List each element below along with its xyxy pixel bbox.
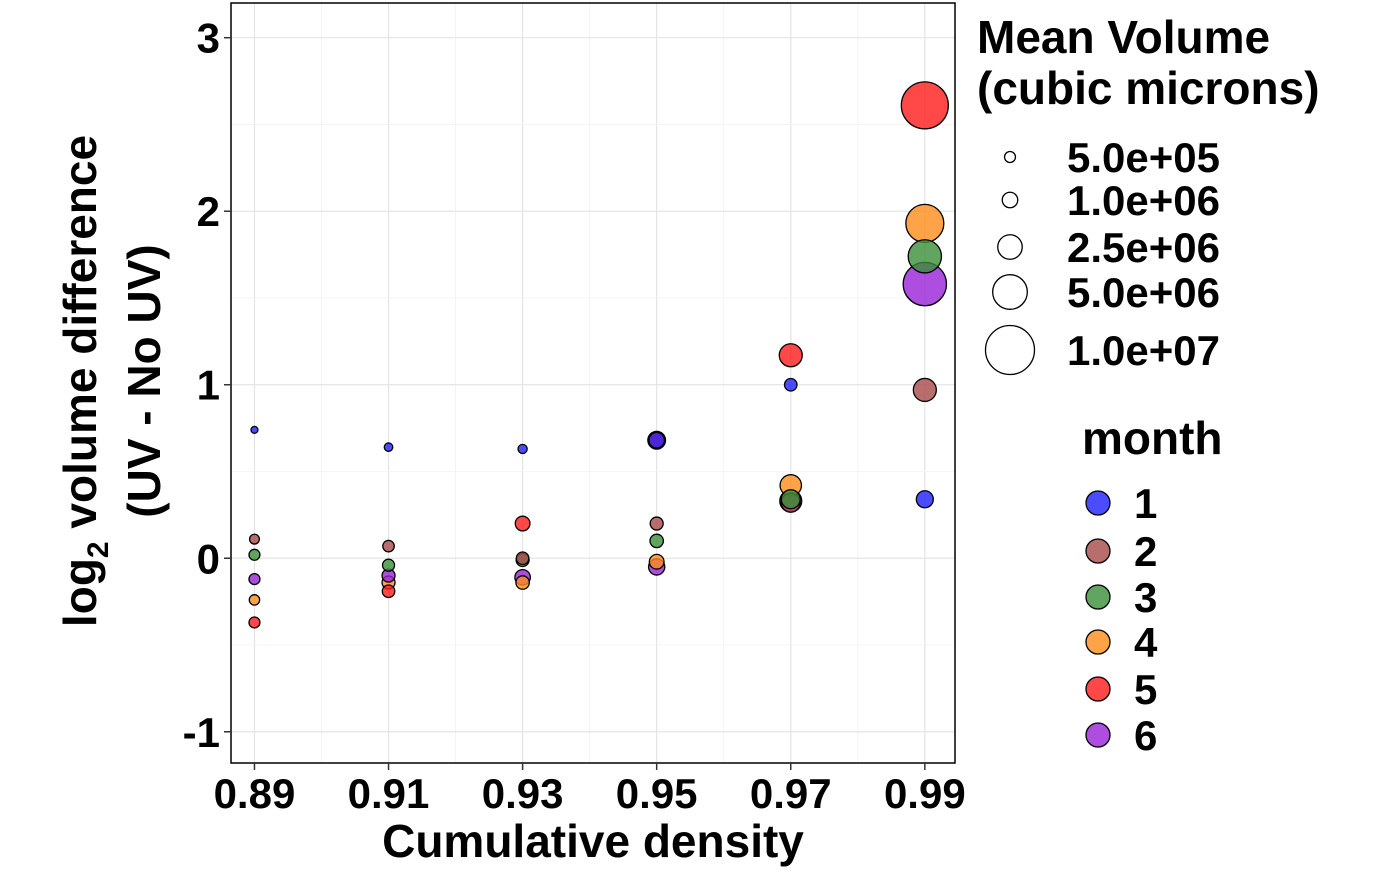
size-legend-title-line2: (cubic microns) bbox=[977, 62, 1320, 114]
color-legend-label: 5 bbox=[1134, 666, 1157, 713]
data-point-month-4 bbox=[648, 553, 665, 570]
data-point-month-5 bbox=[381, 584, 396, 599]
x-tick-label: 0.95 bbox=[616, 770, 698, 817]
data-point-month-2 bbox=[515, 551, 530, 566]
y-tick-label: 2 bbox=[197, 188, 220, 235]
data-point-month-2 bbox=[649, 516, 664, 531]
y-tick-label: 3 bbox=[197, 15, 220, 62]
data-point-month-1 bbox=[517, 443, 528, 455]
data-point-month-3 bbox=[649, 533, 665, 549]
color-legend-key bbox=[1085, 538, 1111, 564]
grid-lines bbox=[231, 3, 955, 763]
data-point-month-3 bbox=[780, 489, 801, 510]
x-tick-label: 0.97 bbox=[750, 770, 832, 817]
data-point-month-6 bbox=[248, 572, 261, 586]
plot-panel-border bbox=[230, 2, 956, 764]
data-point-month-4 bbox=[248, 594, 261, 606]
data-point-month-1 bbox=[648, 431, 666, 449]
data-point-month-4 bbox=[905, 203, 945, 243]
y-axis: -1 0 1 2 3 bbox=[183, 15, 231, 756]
x-tick-label: 0.93 bbox=[482, 770, 564, 817]
data-point-month-1 bbox=[915, 490, 934, 509]
size-legend-key bbox=[992, 274, 1028, 310]
color-legend-key bbox=[1085, 676, 1111, 702]
y-axis-title-rest: volume difference bbox=[54, 135, 106, 541]
x-tick-label: 0.91 bbox=[348, 770, 430, 817]
size-legend-key bbox=[1001, 191, 1019, 209]
data-point-month-1 bbox=[783, 377, 798, 392]
x-tick-label: 0.89 bbox=[214, 770, 296, 817]
data-point-month-5 bbox=[514, 515, 531, 532]
y-axis-title-prefix: log bbox=[54, 558, 106, 627]
data-point-month-5 bbox=[248, 616, 261, 629]
y-axis-title-subscript: 2 bbox=[82, 541, 115, 558]
color-legend-key bbox=[1085, 490, 1111, 516]
color-legend-label: 2 bbox=[1134, 528, 1157, 575]
x-axis-title: Cumulative density bbox=[382, 815, 804, 867]
color-legend-label: 6 bbox=[1134, 712, 1157, 759]
y-axis-title: log2 volume difference bbox=[54, 135, 115, 627]
size-legend-label: 2.5e+06 bbox=[1067, 224, 1220, 271]
color-legend-key bbox=[1085, 722, 1111, 748]
y-tick-label: -1 bbox=[183, 709, 220, 756]
size-legend-key bbox=[1003, 150, 1017, 164]
y-tick-label: 0 bbox=[197, 535, 220, 582]
size-legend-key bbox=[997, 234, 1023, 260]
y-tick-label: 1 bbox=[197, 362, 220, 409]
data-point-month-3 bbox=[381, 558, 396, 572]
size-legend-key bbox=[984, 324, 1036, 376]
data-point-month-2 bbox=[248, 533, 261, 545]
data-point-month-1 bbox=[383, 442, 394, 453]
color-legend-title: month bbox=[1082, 412, 1223, 464]
data-point-month-2 bbox=[912, 377, 937, 403]
color-legend-label: 3 bbox=[1134, 574, 1157, 621]
data-point-month-1 bbox=[250, 425, 259, 434]
color-legend-label: 4 bbox=[1134, 619, 1158, 666]
size-legend-label: 1.0e+06 bbox=[1067, 177, 1220, 224]
y-axis-title-line2: (UV - No UV) bbox=[118, 244, 170, 517]
data-point-month-5 bbox=[778, 343, 803, 368]
data-point-month-2 bbox=[382, 539, 395, 553]
data-point-month-4 bbox=[515, 575, 530, 590]
color-legend-label: 1 bbox=[1134, 480, 1157, 527]
color-legend-key bbox=[1085, 584, 1111, 610]
size-legend-label: 5.0e+05 bbox=[1067, 134, 1220, 181]
x-axis: 0.89 0.91 0.93 0.95 0.97 0.99 bbox=[214, 763, 966, 817]
size-legend: Mean Volume (cubic microns) 5.0e+051.0e+… bbox=[977, 11, 1320, 376]
size-legend-label: 1.0e+07 bbox=[1067, 327, 1220, 374]
x-tick-label: 0.99 bbox=[884, 770, 966, 817]
color-legend-key bbox=[1085, 629, 1111, 655]
data-point-month-3 bbox=[907, 239, 943, 274]
data-points bbox=[248, 81, 949, 629]
data-point-month-3 bbox=[248, 548, 261, 561]
size-legend-label: 5.0e+06 bbox=[1067, 269, 1220, 316]
data-point-month-5 bbox=[900, 81, 949, 130]
size-legend-title-line1: Mean Volume bbox=[977, 11, 1270, 63]
